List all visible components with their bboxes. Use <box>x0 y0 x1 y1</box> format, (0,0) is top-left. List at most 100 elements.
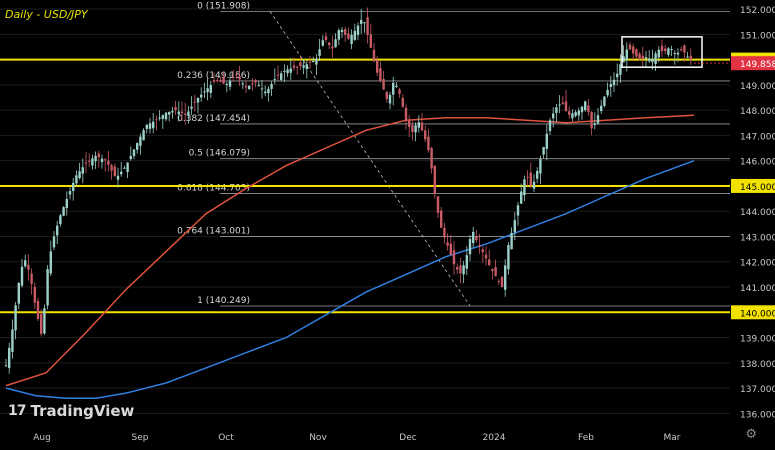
fibonacci-label: 0.5 (146.079) <box>189 149 250 159</box>
candle-body <box>427 136 430 151</box>
y-tick-label: 146.000 <box>740 158 775 168</box>
candle-body <box>302 65 305 68</box>
candle-body <box>97 153 100 158</box>
candle-body <box>340 29 344 33</box>
candle-body <box>625 49 628 61</box>
candle-body <box>356 25 360 35</box>
candle-body <box>305 64 308 70</box>
candle-body <box>33 286 36 303</box>
candle-body <box>574 111 577 116</box>
candle-body <box>126 162 129 172</box>
candle-body <box>456 267 459 270</box>
candle-body <box>641 55 644 59</box>
candle-body <box>404 107 408 121</box>
candle-body <box>686 56 689 58</box>
x-tick-label: Dec <box>399 433 416 443</box>
candle-body <box>244 85 248 88</box>
candle-body <box>532 181 536 189</box>
candle-body <box>452 250 456 265</box>
candle-body <box>222 77 225 84</box>
candle-body <box>472 231 475 244</box>
candle-body <box>372 49 376 62</box>
candle-body <box>500 276 504 288</box>
tradingview-logo-mark: 17 <box>8 403 27 419</box>
x-tick-label: 2024 <box>483 433 506 443</box>
candle-body <box>254 80 257 83</box>
gear-icon[interactable]: ⚙ <box>745 427 757 442</box>
y-tick-label: 139.000 <box>740 335 775 345</box>
candle-body <box>497 281 500 283</box>
candle-body <box>292 65 296 68</box>
candle-body <box>216 80 219 82</box>
candle-body <box>638 53 641 60</box>
candle-body <box>116 175 120 180</box>
candle-body <box>24 260 27 267</box>
candle-body <box>468 239 472 255</box>
candle-body <box>670 48 673 50</box>
candle-body <box>136 143 139 150</box>
candle-body <box>593 123 596 125</box>
candle-body <box>308 61 312 63</box>
candle-body <box>446 242 449 246</box>
candle-body <box>174 106 177 111</box>
candle-body <box>123 167 126 169</box>
key-level-price-label: 140.000 <box>740 309 775 319</box>
tradingview-logo-text: TradingView <box>30 402 135 420</box>
candle-body <box>145 124 148 129</box>
candle-body <box>536 170 539 179</box>
fibonacci-label: 1 (140.249) <box>197 296 250 306</box>
key-level-price-tag <box>731 305 775 320</box>
candle-body <box>459 265 462 274</box>
candle-body <box>350 34 353 44</box>
candle-body <box>94 155 97 162</box>
candle-body <box>283 70 286 72</box>
candle-body <box>139 136 142 146</box>
candle-body <box>232 76 235 78</box>
candle-body <box>334 39 337 48</box>
candle-body <box>228 80 232 87</box>
tradingview-logo: 17 TradingView <box>8 402 134 420</box>
last-price-label: 149.858 <box>740 60 775 70</box>
candle-body <box>36 300 40 320</box>
candle-body <box>577 110 580 116</box>
candle-body <box>392 82 395 95</box>
candle-body <box>56 225 59 236</box>
x-tick-label: Nov <box>309 433 327 443</box>
candle-body <box>148 123 152 129</box>
y-tick-label: 151.000 <box>740 31 775 41</box>
moving-average-fast <box>5 114 695 387</box>
candle-body <box>596 115 600 124</box>
candle-body <box>104 159 107 161</box>
candle-body <box>628 44 632 50</box>
candle-body <box>20 266 24 286</box>
key-level-price-label: 145.000 <box>740 183 775 193</box>
candle-body <box>337 30 340 40</box>
candle-body <box>555 107 558 113</box>
y-tick-label: 137.000 <box>740 385 775 395</box>
candle-body <box>523 179 526 196</box>
candle-body <box>513 220 516 233</box>
candle-body <box>600 105 603 112</box>
candle-body <box>478 245 481 247</box>
candle-body <box>494 267 497 277</box>
y-tick-label: 148.000 <box>740 107 775 117</box>
candle-body <box>107 160 110 165</box>
candle-body <box>235 74 238 76</box>
chart-title: Daily - USD/JPY <box>5 8 88 21</box>
candle-body <box>369 34 372 48</box>
candle-body <box>526 176 529 178</box>
candle-body <box>129 156 132 160</box>
y-tick-label: 149.000 <box>740 82 775 92</box>
y-tick-label: 138.000 <box>740 360 775 370</box>
consolidation-box <box>621 36 703 68</box>
candle-body <box>568 111 571 115</box>
candle-body <box>318 49 321 56</box>
candle-body <box>171 111 174 113</box>
candle-body <box>40 314 43 334</box>
candle-body <box>609 83 612 87</box>
candle-body <box>196 98 200 103</box>
candle-body <box>164 112 168 120</box>
